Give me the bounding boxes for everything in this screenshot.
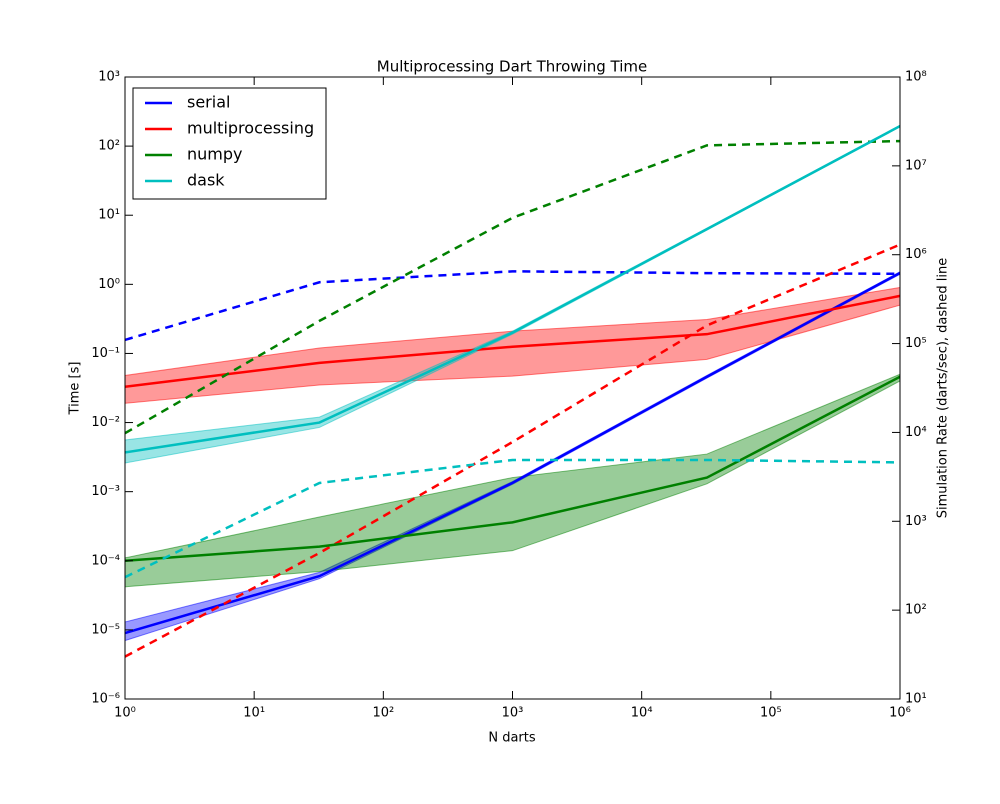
- chart-title: Multiprocessing Dart Throwing Time: [377, 58, 647, 76]
- x-tick-label: 10⁴: [631, 706, 653, 721]
- legend-label: dask: [187, 171, 225, 190]
- y2-tick-label: 10³: [905, 514, 927, 529]
- y-tick-label: 10⁻⁴: [91, 553, 120, 568]
- x-axis-label: N darts: [488, 731, 536, 746]
- y2-tick-label: 10⁶: [905, 247, 927, 262]
- time-line: [124, 271, 901, 635]
- y2-tick-label: 10⁴: [905, 425, 927, 440]
- rate-line: [124, 270, 901, 342]
- y-tick-label: 10³: [98, 70, 120, 85]
- y-tick-label: 10¹: [98, 208, 120, 223]
- time-line: [124, 375, 901, 563]
- y-tick-label: 10⁻³: [91, 484, 120, 499]
- legend: serial multiprocessing numpy dask: [132, 87, 327, 200]
- x-tick-label: 10¹: [243, 706, 265, 721]
- y2-tick-label: 10²: [905, 603, 927, 618]
- y2-axis-label: Simulation Rate (darts/sec), dashed line: [936, 258, 951, 519]
- time-line: [124, 294, 901, 388]
- legend-label: multiprocessing: [187, 119, 314, 138]
- x-tick-label: 10⁰: [114, 706, 136, 721]
- y2-tick-label: 10⁵: [905, 336, 927, 351]
- y-tick-label: 10⁰: [98, 277, 120, 292]
- x-tick-label: 10⁶: [889, 706, 911, 721]
- x-tick-label: 10⁵: [760, 706, 782, 721]
- rate-line: [124, 458, 901, 579]
- y-tick-label: 10⁻⁶: [91, 692, 120, 707]
- x-tick-label: 10³: [502, 706, 524, 721]
- y2-tick-label: 10⁸: [905, 70, 927, 85]
- legend-label: serial: [187, 93, 230, 112]
- rate-line: [124, 139, 901, 435]
- y-tick-label: 10⁻²: [91, 415, 120, 430]
- rate-line: [124, 243, 901, 658]
- y-axis-label: Time [s]: [68, 362, 83, 416]
- time-line: [124, 124, 901, 454]
- plot-area: [124, 124, 901, 658]
- x-tick-label: 10²: [372, 706, 394, 721]
- y2-tick-label: 10⁷: [905, 158, 927, 173]
- legend-label: numpy: [187, 145, 243, 164]
- y-tick-label: 10²: [98, 139, 120, 154]
- y-tick-label: 10⁻⁵: [91, 622, 120, 637]
- y2-tick-label: 10¹: [905, 692, 927, 707]
- y-tick-label: 10⁻¹: [91, 346, 120, 361]
